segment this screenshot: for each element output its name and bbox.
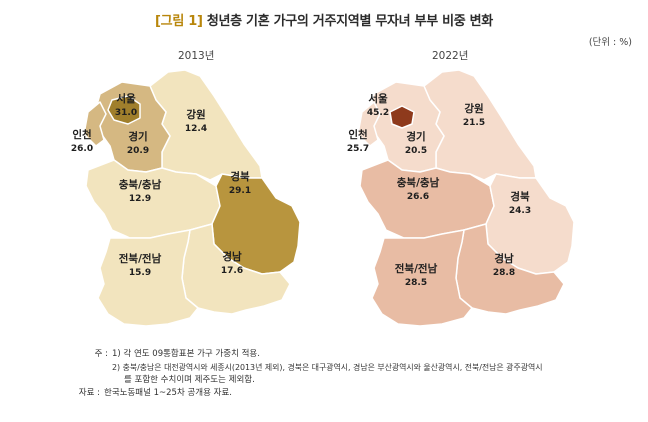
footnotes: 주 : 1) 각 연도 09통합표본 가구 가중치 적용. 2) 충북/충남은 … <box>79 348 543 400</box>
region-value-label: 15.9 <box>129 268 151 278</box>
region-incheon <box>83 101 107 147</box>
note-row: 자료 : 한국노동패널 1~25차 공개용 자료. <box>79 387 542 400</box>
region-name-label: 충북/충남 <box>119 178 162 191</box>
region-value-label: 21.5 <box>463 118 485 128</box>
region-incheon <box>357 101 381 147</box>
map-2013-regions <box>83 69 301 327</box>
region-value-label: 17.6 <box>221 266 243 276</box>
region-value-label: 29.1 <box>229 186 251 196</box>
region-value-label: 26.6 <box>407 192 429 202</box>
map-2022: 서울 45.2인천 25.7 경기 20.5 강원 21.5 충북/충남 26.6 경북 24.3 전… <box>347 69 575 327</box>
region-jeolla <box>97 229 199 327</box>
note-text: 2) 충북/충남은 대전광역시와 세종시(2013년 제외), 경북은 대구광역… <box>112 363 543 372</box>
region-name-label: 인천 <box>348 128 367 141</box>
note-label: 자료 : <box>78 388 100 398</box>
region-name-label: 전북/전남 <box>395 262 438 275</box>
note-text: 1) 각 연도 09통합표본 가구 가중치 적용. <box>112 349 260 359</box>
region-value-label: 28.5 <box>405 278 427 288</box>
region-name-label: 경북 <box>510 190 530 203</box>
region-name-label: 강원 <box>464 102 483 115</box>
region-value-label: 26.0 <box>71 144 93 154</box>
note-label <box>86 361 112 374</box>
figure-number: [그림 1] <box>155 14 203 29</box>
note-label <box>86 374 112 387</box>
region-name-label: 경기 <box>406 130 425 143</box>
map-year-2013: 2013년 <box>178 50 215 62</box>
region-name-label: 서울 <box>116 92 136 105</box>
region-value-label: 20.9 <box>127 146 149 156</box>
unit-label: (단위 : %) <box>588 37 632 48</box>
region-value-label: 25.7 <box>347 144 369 154</box>
region-value-label: 12.9 <box>129 194 151 204</box>
region-value-label: 31.0 <box>115 108 137 118</box>
region-value-label: 24.3 <box>509 206 531 216</box>
note-row: 2) 충북/충남은 대전광역시와 세종시(2013년 제외), 경북은 대구광역… <box>86 361 542 374</box>
region-name-label: 전북/전남 <box>119 252 162 265</box>
region-value-label: 28.8 <box>493 268 515 278</box>
region-value-label: 12.4 <box>185 124 207 134</box>
region-name-label: 인천 <box>72 128 91 141</box>
map-2013: 서울 31.0 인천 26.0 경기 20.9 강원 12.4 충북/충남 12.9 경북 29.1 전… <box>71 69 301 327</box>
region-seoul <box>389 105 415 129</box>
region-value-label: 20.5 <box>405 146 427 156</box>
map-2013-labels: 서울 31.0 인천 26.0 경기 20.9 강원 12.4 충북/충남 12.9 경북 29.1 전… <box>71 92 251 278</box>
region-value-label: 45.2 <box>367 108 389 118</box>
region-name-label: 충북/충남 <box>397 176 440 189</box>
region-name-label: 강원 <box>186 108 205 121</box>
note-label: 주 : <box>94 349 108 359</box>
region-name-label: 서울 <box>368 92 388 105</box>
region-seoul <box>107 95 141 125</box>
map-2022-labels: 서울 45.2인천 25.7 경기 20.5 강원 21.5 충북/충남 26.6 경북 24.3 전… <box>347 92 531 288</box>
note-text: 한국노동패널 1~25차 공개용 자료. <box>104 388 232 398</box>
map-year-2022: 2022년 <box>432 50 469 62</box>
note-row: 를 포함한 수치이며 제주도는 제외함. <box>86 374 542 387</box>
map-2022-regions <box>357 69 575 327</box>
region-name-label: 경남 <box>222 250 242 263</box>
region-jeolla <box>371 229 473 327</box>
region-name-label: 경북 <box>230 170 250 183</box>
region-name-label: 경남 <box>494 252 514 265</box>
figure-title: [그림 1] 청년층 기혼 가구의 거주지역별 무자녀 부부 비중 변화 <box>0 10 648 29</box>
note-row: 주 : 1) 각 연도 09통합표본 가구 가중치 적용. <box>86 348 542 361</box>
note-text: 를 포함한 수치이며 제주도는 제외함. <box>124 375 255 385</box>
figure-title-text: 청년층 기혼 가구의 거주지역별 무자녀 부부 비중 변화 <box>206 14 493 29</box>
region-name-label: 경기 <box>128 130 147 143</box>
